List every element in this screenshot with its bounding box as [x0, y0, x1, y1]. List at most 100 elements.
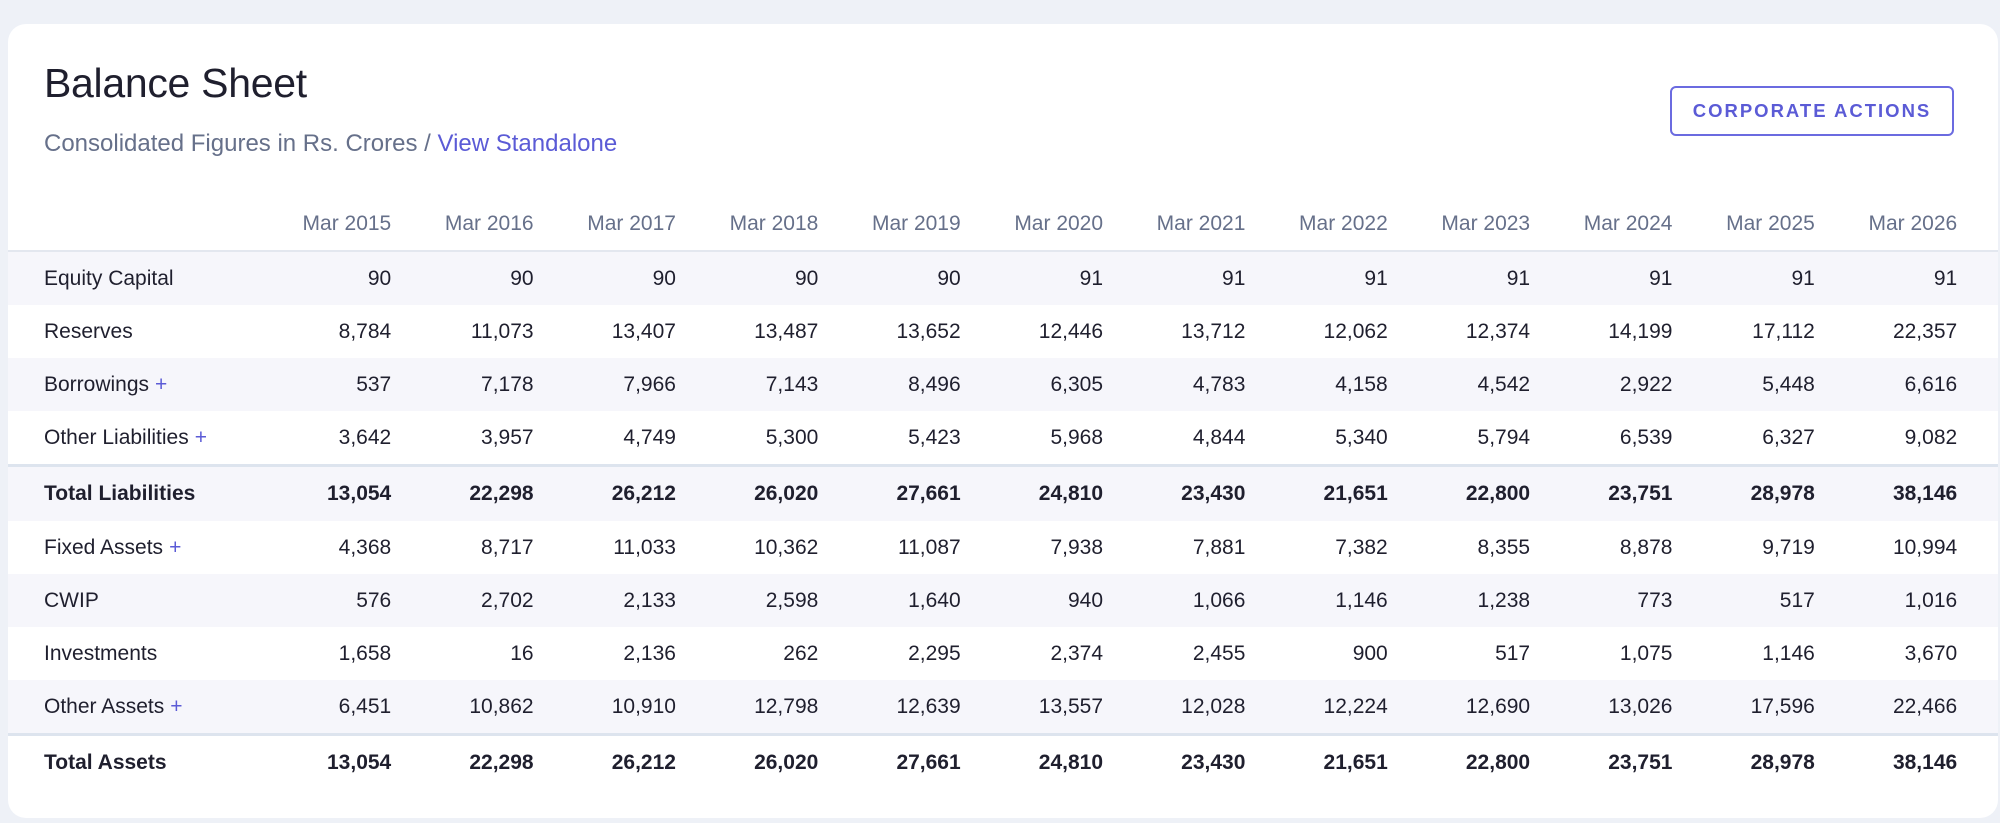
value-cell: 21,651	[1247, 733, 1390, 790]
value-cell: 2,598	[677, 574, 821, 627]
row-label-cell: Investments	[8, 627, 251, 680]
row-label: Equity Capital	[44, 266, 174, 290]
expand-plus-icon[interactable]: +	[170, 694, 183, 718]
value-cell: 17,112	[1674, 305, 1817, 358]
row-label-cell: Total Assets	[8, 733, 251, 790]
expand-plus-icon[interactable]: +	[169, 535, 182, 559]
table-header-row: Mar 2015 Mar 2016 Mar 2017 Mar 2018 Mar 2019…	[8, 198, 1998, 252]
column-header: Mar 2025	[1674, 198, 1817, 252]
row-label: Reserves	[44, 319, 133, 343]
value-cell: 24,810	[962, 464, 1106, 521]
value-cell: 13,054	[250, 733, 394, 790]
corporate-actions-button[interactable]: CORPORATE ACTIONS	[1670, 86, 1954, 136]
value-cell: 2,702	[393, 574, 536, 627]
balance-sheet-table: Mar 2015 Mar 2016 Mar 2017 Mar 2018 Mar 2019…	[8, 198, 1998, 790]
value-cell: 5,340	[1247, 411, 1390, 466]
value-cell: 12,639	[820, 680, 963, 735]
value-cell: 21,651	[1247, 464, 1390, 521]
value-cell: 91	[1389, 251, 1533, 305]
value-cell: 1,075	[1532, 627, 1675, 680]
row-label-cell[interactable]: Borrowings +	[8, 358, 251, 411]
value-cell: 1,066	[1105, 574, 1248, 627]
table-row[interactable]: Fixed Assets +4,368 8,717 11,033 10,362 11,08…	[8, 521, 1998, 574]
value-cell: 23,430	[1105, 733, 1248, 790]
value-cell: 1,146	[1674, 627, 1817, 680]
row-label-cell: Equity Capital	[8, 251, 251, 305]
value-cell: 26,020	[677, 464, 821, 521]
expand-plus-icon[interactable]: +	[155, 372, 168, 396]
value-cell: 13,712	[1105, 305, 1248, 358]
column-header: Mar 2018	[677, 198, 821, 252]
value-cell: 22,298	[393, 464, 536, 521]
value-cell: 38,146	[1816, 464, 1960, 521]
value-cell: 12,690	[1389, 680, 1533, 735]
value-cell: 12,224	[1247, 680, 1390, 735]
table-row: CWIP 576 2,702 2,133 2,598 1,640 940 1,066 1,146…	[8, 574, 1998, 627]
value-cell: 5,968	[962, 411, 1106, 466]
column-header: Mar 2023	[1389, 198, 1533, 252]
row-label-cell[interactable]: Fixed Assets +	[8, 521, 251, 574]
value-cell: 90	[677, 251, 821, 305]
view-standalone-link[interactable]: View Standalone	[437, 130, 618, 157]
value-cell: 6,327	[1674, 411, 1817, 466]
value-cell: 23,430	[1105, 464, 1248, 521]
value-cell: 1,238	[1389, 574, 1533, 627]
balance-sheet-card: Balance Sheet Consolidated Figures in Rs…	[8, 24, 1998, 818]
value-cell: 26,212	[535, 464, 678, 521]
value-cell: 1,658	[250, 627, 394, 680]
value-cell: 13,487	[677, 305, 821, 358]
row-spacer	[1959, 464, 1998, 521]
value-cell: 900	[1247, 627, 1390, 680]
value-cell: 537	[250, 358, 394, 411]
page-title: Balance Sheet	[44, 60, 307, 106]
value-cell: 576	[250, 574, 394, 627]
value-cell: 27,661	[820, 464, 963, 521]
row-label: Other Assets	[44, 694, 165, 718]
value-cell: 1,146	[1247, 574, 1390, 627]
total-row: Total Assets 13,054 22,298 26,212 26,020 27,6…	[8, 733, 1998, 790]
value-cell: 7,178	[393, 358, 536, 411]
table-row[interactable]: Borrowings +537 7,178 7,966 7,143 8,496 6,305 4…	[8, 358, 1998, 411]
value-cell: 4,783	[1105, 358, 1248, 411]
row-spacer	[1959, 305, 1998, 358]
row-label-cell[interactable]: Other Liabilities +	[8, 411, 251, 466]
value-cell: 14,199	[1532, 305, 1675, 358]
value-cell: 90	[820, 251, 963, 305]
value-cell: 22,357	[1816, 305, 1960, 358]
value-cell: 91	[1532, 251, 1675, 305]
expand-plus-icon[interactable]: +	[194, 425, 207, 449]
row-label-cell[interactable]: Other Assets +	[8, 680, 251, 735]
row-spacer	[1959, 627, 1998, 680]
value-cell: 7,881	[1105, 521, 1248, 574]
value-cell: 10,862	[393, 680, 536, 735]
row-label-cell: Reserves	[8, 305, 251, 358]
value-cell: 8,784	[250, 305, 394, 358]
row-spacer	[1959, 733, 1998, 790]
table-row[interactable]: Other Assets +6,451 10,862 10,910 12,798 12,6…	[8, 680, 1998, 735]
value-cell: 2,295	[820, 627, 963, 680]
value-cell: 7,143	[677, 358, 821, 411]
value-cell: 22,298	[393, 733, 536, 790]
value-cell: 9,082	[1816, 411, 1960, 466]
row-label: CWIP	[44, 588, 99, 612]
value-cell: 4,368	[250, 521, 394, 574]
table-row[interactable]: Other Liabilities +3,642 3,957 4,749 5,300 5,…	[8, 411, 1998, 466]
value-cell: 517	[1389, 627, 1533, 680]
value-cell: 4,542	[1389, 358, 1533, 411]
row-label: Fixed Assets	[44, 535, 164, 559]
value-cell: 13,054	[250, 464, 394, 521]
value-cell: 91	[1247, 251, 1390, 305]
value-cell: 28,978	[1674, 464, 1817, 521]
column-header: Mar 2019	[820, 198, 963, 252]
value-cell: 2,455	[1105, 627, 1248, 680]
value-cell: 16	[393, 627, 536, 680]
value-cell: 262	[677, 627, 821, 680]
value-cell: 6,539	[1532, 411, 1675, 466]
value-cell: 10,362	[677, 521, 821, 574]
value-cell: 26,212	[535, 733, 678, 790]
row-label: Total Liabilities	[44, 482, 196, 505]
row-label-cell: CWIP	[8, 574, 251, 627]
value-cell: 1,016	[1816, 574, 1960, 627]
column-header: Mar 2022	[1247, 198, 1390, 252]
value-cell: 91	[1816, 251, 1960, 305]
